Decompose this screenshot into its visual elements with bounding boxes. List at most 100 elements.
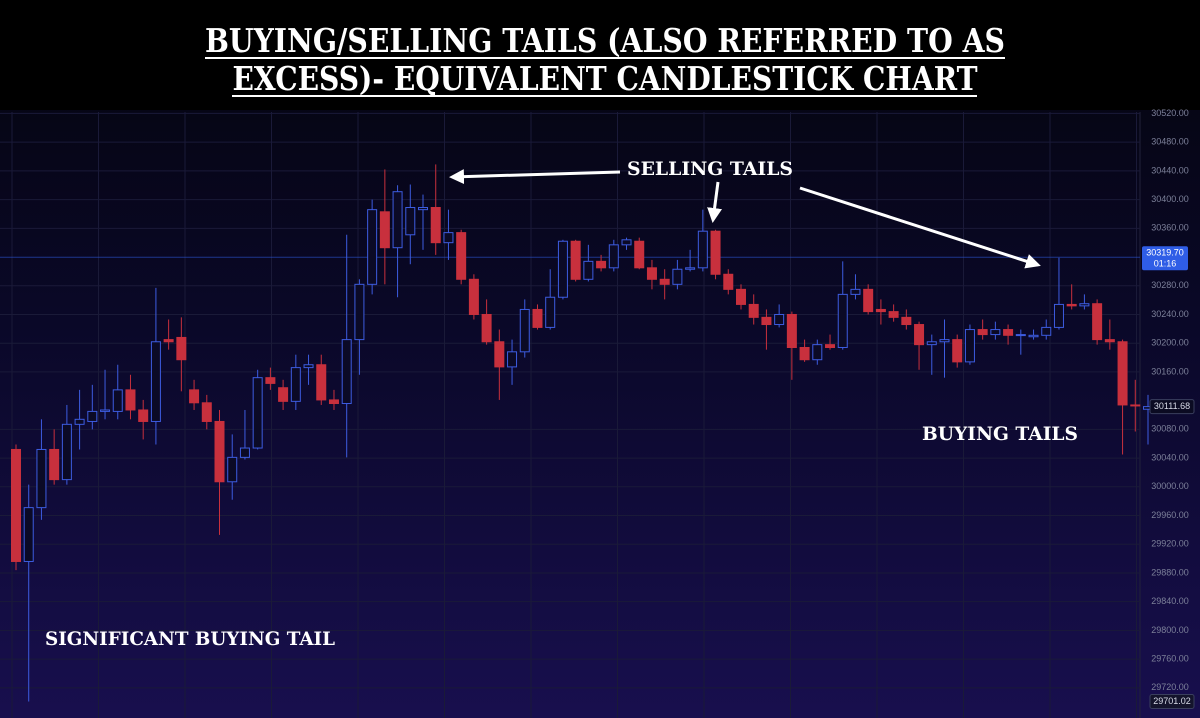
candle-body	[901, 316, 912, 326]
y-tick-label: 30240.00	[1151, 309, 1189, 319]
y-tick-label: 30160.00	[1151, 366, 1189, 376]
candle-body	[1092, 303, 1103, 341]
y-tick-label: 29840.00	[1151, 596, 1189, 606]
candle-body	[189, 389, 200, 404]
candle-body	[468, 278, 479, 315]
candle-body	[430, 206, 441, 244]
y-tick-label: 29920.00	[1151, 539, 1189, 549]
y-tick-label: 29720.00	[1151, 682, 1189, 692]
candle-body	[138, 409, 149, 422]
candle-body	[799, 347, 810, 361]
candle-body	[367, 209, 378, 285]
candle-body	[964, 329, 975, 363]
candle-body	[1104, 339, 1115, 343]
candle-body	[926, 341, 937, 346]
price-label-box	[1142, 246, 1188, 271]
candle-body	[1041, 326, 1052, 336]
candle-body	[61, 423, 72, 481]
candle-body	[735, 288, 746, 305]
price-countdown: 01:16	[1154, 259, 1177, 269]
candle-body	[519, 308, 530, 353]
horizontal-grid	[0, 112, 1140, 689]
candle-body	[11, 448, 21, 562]
candle-body	[710, 230, 721, 275]
candle-body	[837, 293, 848, 349]
y-tick-label: 30400.00	[1151, 194, 1189, 204]
candle-body	[672, 268, 683, 285]
price-label: 30111.68	[1154, 401, 1190, 411]
chart-title: BUYING/SELLING TAILS (ALSO REFERRED TO A…	[205, 21, 1005, 60]
price-axis: 30520.00 30480.00 30440.00 30400.00 30360.00…	[1142, 108, 1195, 709]
y-tick-label: 30200.00	[1151, 338, 1189, 348]
candle-body	[125, 389, 136, 411]
candle-body	[608, 244, 619, 269]
candle-body	[328, 399, 339, 405]
candle-body	[316, 364, 327, 401]
candle-body	[888, 311, 899, 318]
y-tick-label: 30080.00	[1151, 424, 1189, 434]
candle-body	[36, 448, 47, 509]
arrow	[799, 186, 1041, 269]
candle-body	[252, 377, 263, 449]
candle-body	[914, 324, 925, 346]
y-tick-label: 29800.00	[1151, 625, 1189, 635]
y-tick-label: 30440.00	[1151, 165, 1189, 175]
candle-body	[659, 278, 670, 285]
candle-body	[456, 232, 467, 280]
annotation: SIGNIFICANT BUYING TAIL	[45, 628, 335, 650]
candle-body	[341, 339, 352, 405]
candle-body	[290, 367, 301, 402]
chart-title: EXCESS)- EQUIVALENT CANDLESTICK CHART	[233, 59, 978, 98]
candle-body	[303, 364, 314, 369]
y-tick-label: 30520.00	[1151, 108, 1189, 118]
y-tick-label: 30280.00	[1151, 280, 1189, 290]
y-tick-label: 30000.00	[1151, 481, 1189, 491]
candle-body	[1066, 303, 1077, 307]
candle-body	[481, 313, 492, 343]
candle-body	[507, 351, 518, 368]
candle-body	[977, 329, 988, 336]
candle-body	[850, 288, 861, 295]
price-label-box	[1149, 399, 1195, 415]
candle-body	[163, 339, 174, 343]
y-tick-label: 29880.00	[1151, 567, 1189, 577]
candle-body	[583, 260, 594, 280]
candle-body	[494, 341, 505, 368]
y-tick-label: 29960.00	[1151, 510, 1189, 520]
candle-body	[786, 313, 797, 349]
candle-body	[646, 267, 657, 280]
candle-body	[201, 402, 212, 422]
candle-body	[354, 283, 365, 341]
candle-body	[443, 232, 454, 244]
candle-body	[1003, 329, 1014, 336]
candle-body	[1130, 404, 1141, 407]
candle-body	[150, 341, 161, 422]
candle-body	[952, 339, 963, 363]
candle-body	[532, 308, 543, 328]
candle-body	[825, 344, 836, 349]
candle-body	[392, 191, 403, 249]
candle-body	[812, 344, 823, 361]
price-label: 30319.70	[1146, 248, 1184, 258]
candle-body	[1053, 303, 1064, 328]
candle-body	[112, 389, 123, 412]
candle-body	[265, 377, 276, 384]
candle-body	[379, 211, 390, 249]
candle-body	[405, 206, 416, 236]
candle-body	[774, 313, 785, 326]
candle-body	[697, 230, 708, 269]
candle-body	[227, 456, 238, 483]
candle-body	[23, 507, 34, 562]
price-label: 29701.02	[1153, 696, 1191, 706]
y-tick-label: 29760.00	[1151, 653, 1189, 663]
arrow	[449, 169, 621, 185]
candle-body	[545, 296, 556, 328]
candle-body	[1028, 334, 1039, 338]
arrow	[707, 181, 723, 223]
vertical-grid	[11, 112, 1137, 718]
candle-body	[875, 308, 886, 313]
title-band	[0, 0, 1200, 110]
candle-body	[634, 240, 645, 269]
